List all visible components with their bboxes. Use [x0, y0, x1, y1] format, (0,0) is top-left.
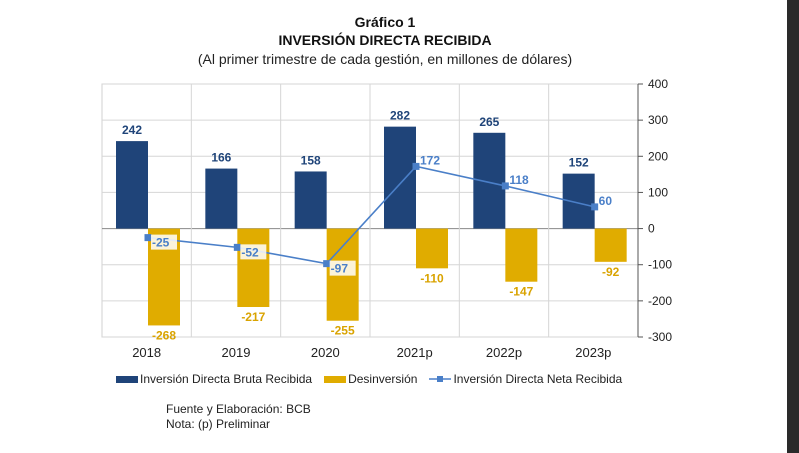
- data-label-bruta: 166: [211, 151, 231, 165]
- x-tick-label: 2019: [222, 345, 251, 360]
- bar-desinversion: [416, 228, 448, 269]
- y-tick-label: 0: [648, 222, 655, 236]
- data-label-neta: 172: [420, 153, 440, 167]
- data-label-bruta: 152: [569, 156, 589, 170]
- data-label-neta: -25: [152, 236, 170, 250]
- data-label-desinversion: -268: [152, 328, 176, 342]
- y-tick-label: -100: [648, 258, 672, 272]
- legend: Inversión Directa Bruta Recibida Desinve…: [116, 372, 634, 386]
- window-edge: [787, 0, 799, 453]
- data-label-desinversion: -217: [241, 310, 265, 324]
- data-label-neta: -52: [241, 245, 259, 259]
- data-label-neta: 118: [509, 173, 529, 187]
- y-tick-label: -200: [648, 294, 672, 308]
- bar-desinversion: [505, 228, 538, 282]
- data-label-desinversion: -92: [602, 265, 620, 279]
- x-tick-label: 2022p: [486, 345, 522, 360]
- preliminary-note: Nota: (p) Preliminar: [166, 417, 271, 431]
- data-label-bruta: 282: [390, 109, 410, 123]
- data-label-bg: [329, 260, 356, 276]
- legend-swatch: [324, 375, 347, 383]
- chart-label: Gráfico 1: [354, 14, 416, 30]
- legend-label: Inversión Directa Bruta Recibida: [140, 372, 313, 386]
- legend-line-marker: [429, 376, 452, 382]
- data-label-desinversion: -255: [331, 324, 355, 338]
- point-neta: [501, 182, 509, 190]
- line-neta: [147, 165, 595, 265]
- x-tick-label: 2018: [132, 345, 161, 360]
- source-note: Fuente y Elaboración: BCB: [166, 402, 311, 416]
- chart-title: INVERSIÓN DIRECTA RECIBIDA: [278, 32, 492, 48]
- x-tick-label: 2021p: [397, 345, 433, 360]
- bar-desinversion: [237, 228, 270, 308]
- notes: Fuente y Elaboración: BCB Nota: (p) Prel…: [166, 402, 311, 432]
- data-label-bg: [151, 234, 177, 250]
- x-tick-label: 2020: [311, 345, 340, 360]
- data-label-neta: 60: [599, 194, 613, 208]
- data-label-desinversion: -110: [420, 271, 444, 285]
- point-neta: [144, 234, 152, 242]
- legend-item-neta: Inversión Directa Neta Recibida: [429, 372, 622, 386]
- point-neta: [591, 203, 599, 211]
- data-label-bruta: 265: [479, 115, 499, 129]
- y-tick-label: 200: [648, 149, 668, 163]
- bar-bruta: [384, 126, 416, 229]
- point-neta: [412, 162, 420, 170]
- legend-label: Desinversión: [348, 372, 418, 386]
- y-tick-label: 100: [648, 185, 668, 199]
- y-tick-label: 300: [648, 113, 668, 127]
- data-label-neta: -97: [331, 262, 349, 276]
- data-label-desinversion: -147: [509, 285, 533, 299]
- bar-bruta: [116, 141, 148, 229]
- y-tick-label: 400: [648, 77, 668, 91]
- chart-subtitle: (Al primer trimestre de cada gestión, en…: [197, 51, 573, 67]
- legend-item-desinversion: Desinversión: [324, 372, 417, 386]
- data-label-bruta: 158: [301, 153, 321, 167]
- legend-item-bruta: Inversión Directa Bruta Recibida: [116, 372, 312, 386]
- x-tick-label: 2023p: [575, 345, 611, 360]
- point-neta: [323, 260, 331, 268]
- point-neta: [233, 243, 241, 251]
- legend-label: Inversión Directa Neta Recibida: [453, 372, 623, 386]
- bar-bruta: [294, 171, 327, 229]
- y-tick-label: -300: [648, 330, 672, 344]
- chart-plot: 400 300 200 100 0 -100 -200 -300 242 -268 2018 166 -…: [101, 77, 672, 360]
- data-label-bg: [240, 244, 267, 260]
- data-label-bruta: 242: [122, 123, 142, 137]
- bar-bruta: [205, 168, 238, 229]
- bar-desinversion: [594, 228, 627, 262]
- legend-swatch: [116, 375, 138, 383]
